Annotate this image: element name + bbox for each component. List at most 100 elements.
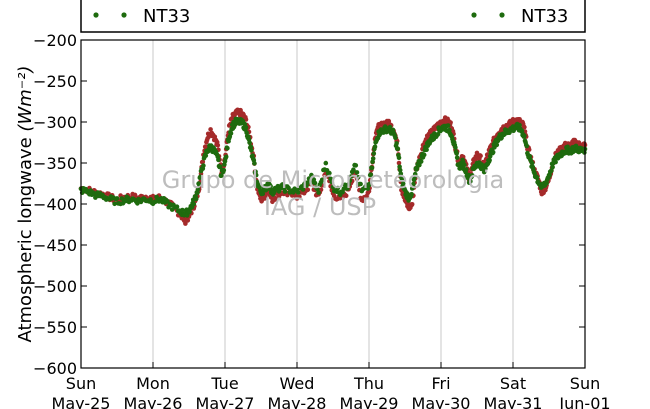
- point-green: [463, 167, 469, 172]
- point-green: [196, 182, 202, 187]
- point-green: [529, 160, 535, 166]
- point-green: [527, 153, 533, 159]
- point-green: [193, 196, 199, 202]
- y-tick-label: −400: [33, 195, 77, 214]
- point-green: [421, 152, 427, 158]
- point-green: [412, 171, 418, 177]
- point-green: [519, 128, 525, 133]
- legend-left-label: NT33: [143, 6, 190, 27]
- point-green: [174, 204, 180, 209]
- point-green: [435, 132, 441, 137]
- point-green: [342, 182, 348, 188]
- point-red: [343, 193, 349, 199]
- x-tick-label-date: May-30: [412, 394, 471, 409]
- point-green: [257, 184, 263, 189]
- point-green: [282, 189, 288, 194]
- y-tick-label: −500: [33, 277, 77, 296]
- point-green: [180, 207, 185, 213]
- y-tick-label: −350: [33, 154, 77, 173]
- point-green: [93, 195, 98, 200]
- point-green: [487, 154, 493, 159]
- point-green: [494, 142, 500, 148]
- point-red: [522, 124, 527, 130]
- point-green: [490, 149, 496, 155]
- point-green: [534, 175, 540, 181]
- x-tick-label-date: Jun-01: [558, 394, 610, 409]
- point-green: [217, 164, 223, 169]
- point-red: [305, 187, 311, 193]
- point-red: [409, 202, 415, 207]
- point-green: [454, 151, 459, 156]
- point-green: [371, 151, 377, 156]
- gridlines: [152, 40, 514, 368]
- point-green: [228, 131, 234, 136]
- point-green: [225, 146, 230, 151]
- legend-left-marker-1: [93, 12, 99, 18]
- point-green: [309, 172, 314, 178]
- x-tick-label-date: May-25: [52, 394, 111, 409]
- x-tick-label-day: Mon: [136, 374, 170, 393]
- point-green: [454, 155, 460, 160]
- point-green: [522, 133, 527, 139]
- point-red: [273, 195, 278, 201]
- point-green: [397, 164, 402, 169]
- point-green: [280, 182, 285, 187]
- point-green: [369, 165, 375, 171]
- y-axis: −600 −550 −500 −450 −400 −350 −300 −250 −200: [33, 31, 585, 378]
- point-green: [367, 181, 372, 187]
- x-tick-label-day: Sun: [570, 374, 600, 393]
- point-green: [316, 190, 321, 195]
- x-tick-label-day: Wed: [280, 374, 315, 393]
- point-red: [208, 127, 213, 132]
- point-green: [468, 179, 473, 184]
- point-green: [203, 153, 209, 158]
- point-green: [424, 147, 429, 152]
- point-green: [368, 172, 374, 177]
- point-green: [447, 127, 452, 133]
- y-tick-label: −300: [33, 113, 77, 132]
- x-tick-label-day: Thu: [353, 374, 384, 393]
- legend: NT33 NT33: [80, 0, 586, 33]
- point-green: [114, 196, 120, 201]
- legend-right-marker-1: [471, 12, 477, 18]
- point-green: [483, 166, 488, 172]
- point-red: [367, 177, 373, 183]
- point-green: [351, 167, 356, 172]
- point-green: [400, 181, 406, 186]
- point-green: [315, 186, 320, 192]
- point-green: [312, 180, 318, 186]
- point-green: [219, 173, 224, 178]
- point-red: [526, 147, 532, 152]
- watermark-line-1: Grupo de Micrometeorologia: [162, 166, 504, 194]
- point-green: [544, 181, 549, 186]
- point-green: [372, 144, 378, 150]
- point-red: [297, 194, 302, 200]
- y-axis-label-unit: (Wm⁻²): [15, 65, 36, 131]
- point-green: [319, 177, 325, 183]
- point-green: [295, 190, 301, 195]
- point-green: [348, 174, 354, 179]
- point-green: [517, 122, 522, 128]
- y-tick-label: −600: [33, 359, 77, 378]
- data-points: [78, 107, 588, 226]
- point-green: [195, 190, 200, 195]
- point-green: [260, 191, 266, 196]
- point-green: [355, 175, 361, 180]
- point-green: [394, 141, 399, 146]
- point-green: [399, 176, 405, 181]
- point-green: [393, 135, 398, 141]
- point-green: [252, 161, 257, 166]
- point-green: [487, 158, 492, 163]
- y-axis-label: Atmospheric longwave (Wm⁻²): [15, 65, 36, 342]
- point-green: [462, 162, 467, 168]
- x-axis: SunMay-25MonMay-26TueMay-27WedMay-28ThuM…: [52, 362, 611, 409]
- point-green: [445, 123, 451, 128]
- point-green: [414, 165, 420, 171]
- x-tick-label-date: May-26: [124, 394, 183, 409]
- y-tick-label: −450: [33, 236, 77, 255]
- point-green: [268, 183, 273, 189]
- x-tick-label-date: May-29: [340, 394, 399, 409]
- point-red: [200, 159, 206, 165]
- point-green: [243, 125, 249, 130]
